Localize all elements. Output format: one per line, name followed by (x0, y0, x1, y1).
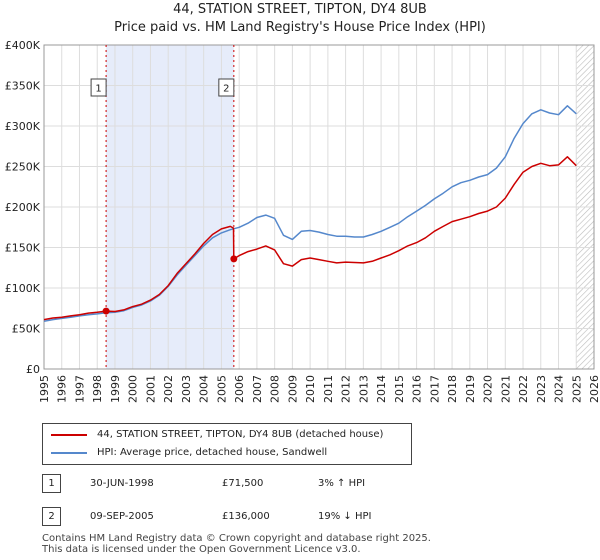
x-tick-label: 1995 (38, 375, 51, 403)
price-chart: £0 £50K £100K £150K £200K £250K £300K £350K £400… (5, 39, 600, 403)
x-tick-label: 1996 (56, 375, 69, 403)
y-tick-label: £100K (5, 282, 41, 295)
transaction-number-badge: 2 (42, 507, 61, 526)
x-tick-label: 2000 (127, 375, 140, 403)
y-tick-label: £350K (5, 80, 41, 93)
x-tick-label: 2012 (340, 375, 353, 403)
x-tick-label: 2024 (553, 375, 566, 403)
transaction-hpi-diff: 19% ↓ HPI (318, 511, 372, 522)
sale-point (230, 255, 238, 263)
transaction-number-badge: 1 (42, 474, 61, 493)
x-tick-label: 2007 (251, 375, 264, 403)
x-tick-label: 2005 (215, 375, 228, 403)
transaction-hpi-diff: 3% ↑ HPI (318, 478, 366, 489)
legend-label-hpi: HPI: Average price, detached house, Sand… (97, 447, 328, 458)
sale-label-number: 1 (95, 84, 101, 95)
x-tick-label: 2011 (322, 375, 335, 403)
transaction-row: 2 09-SEP-2005 £136,000 19% ↓ HPI (42, 507, 462, 527)
x-tick-label: 1997 (73, 375, 86, 403)
legend-label-property: 44, STATION STREET, TIPTON, DY4 8UB (det… (97, 429, 384, 440)
transaction-row: 1 30-JUN-1998 £71,500 3% ↑ HPI (42, 474, 462, 494)
x-tick-label: 2001 (144, 375, 157, 403)
series-line-hpi (43, 105, 577, 322)
x-tick-label: 2018 (446, 375, 459, 403)
x-tick-label: 2025 (570, 375, 583, 403)
x-tick-label: 2015 (393, 375, 406, 403)
footer-license: This data is licensed under the Open Gov… (42, 544, 361, 555)
x-tick-label: 2004 (198, 375, 211, 403)
y-tick-label: £0 (26, 363, 40, 376)
sale-label-number: 2 (223, 84, 229, 95)
y-tick-label: £150K (5, 242, 41, 255)
transaction-date: 09-SEP-2005 (90, 511, 154, 522)
x-tick-label: 2003 (180, 375, 193, 403)
x-tick-label: 2009 (286, 375, 299, 403)
y-tick-label: £300K (5, 120, 41, 133)
x-tick-label: 1999 (109, 375, 122, 403)
y-tick-label: £200K (5, 201, 41, 214)
y-tick-label: £50K (12, 323, 41, 336)
transaction-date: 30-JUN-1998 (90, 478, 154, 489)
x-tick-label: 2016 (411, 375, 424, 403)
x-tick-label: 1998 (91, 375, 104, 403)
y-tick-label: £400K (5, 39, 41, 52)
footer-copyright: Contains HM Land Registry data © Crown c… (42, 533, 431, 544)
x-tick-label: 2017 (428, 375, 441, 403)
sale-point (102, 307, 110, 315)
y-tick-label: £250K (5, 161, 41, 174)
x-tick-label: 2026 (588, 375, 600, 403)
chart-subtitle: Price paid vs. HM Land Registry's House … (114, 20, 486, 35)
x-tick-label: 2006 (233, 375, 246, 403)
x-tick-label: 2020 (482, 375, 495, 403)
x-tick-label: 2013 (357, 375, 370, 403)
legend-swatch-property (51, 434, 87, 436)
transaction-price: £71,500 (222, 478, 264, 489)
x-tick-label: 2014 (375, 375, 388, 403)
chart-title: 44, STATION STREET, TIPTON, DY4 8UB (173, 2, 427, 17)
x-tick-label: 2022 (517, 375, 530, 403)
legend-swatch-hpi (51, 452, 87, 454)
x-tick-label: 2023 (535, 375, 548, 403)
plot-frame (43, 44, 595, 370)
series-line-property (43, 156, 577, 321)
x-tick-label: 2010 (304, 375, 317, 403)
sale-label-box (90, 78, 107, 97)
x-tick-label: 2008 (269, 375, 282, 403)
sale-label-box (218, 78, 235, 97)
chart-legend: 44, STATION STREET, TIPTON, DY4 8UB (det… (42, 423, 412, 465)
transaction-price: £136,000 (222, 511, 270, 522)
x-tick-label: 2002 (162, 375, 175, 403)
x-tick-label: 2019 (464, 375, 477, 403)
x-tick-label: 2021 (499, 375, 512, 403)
